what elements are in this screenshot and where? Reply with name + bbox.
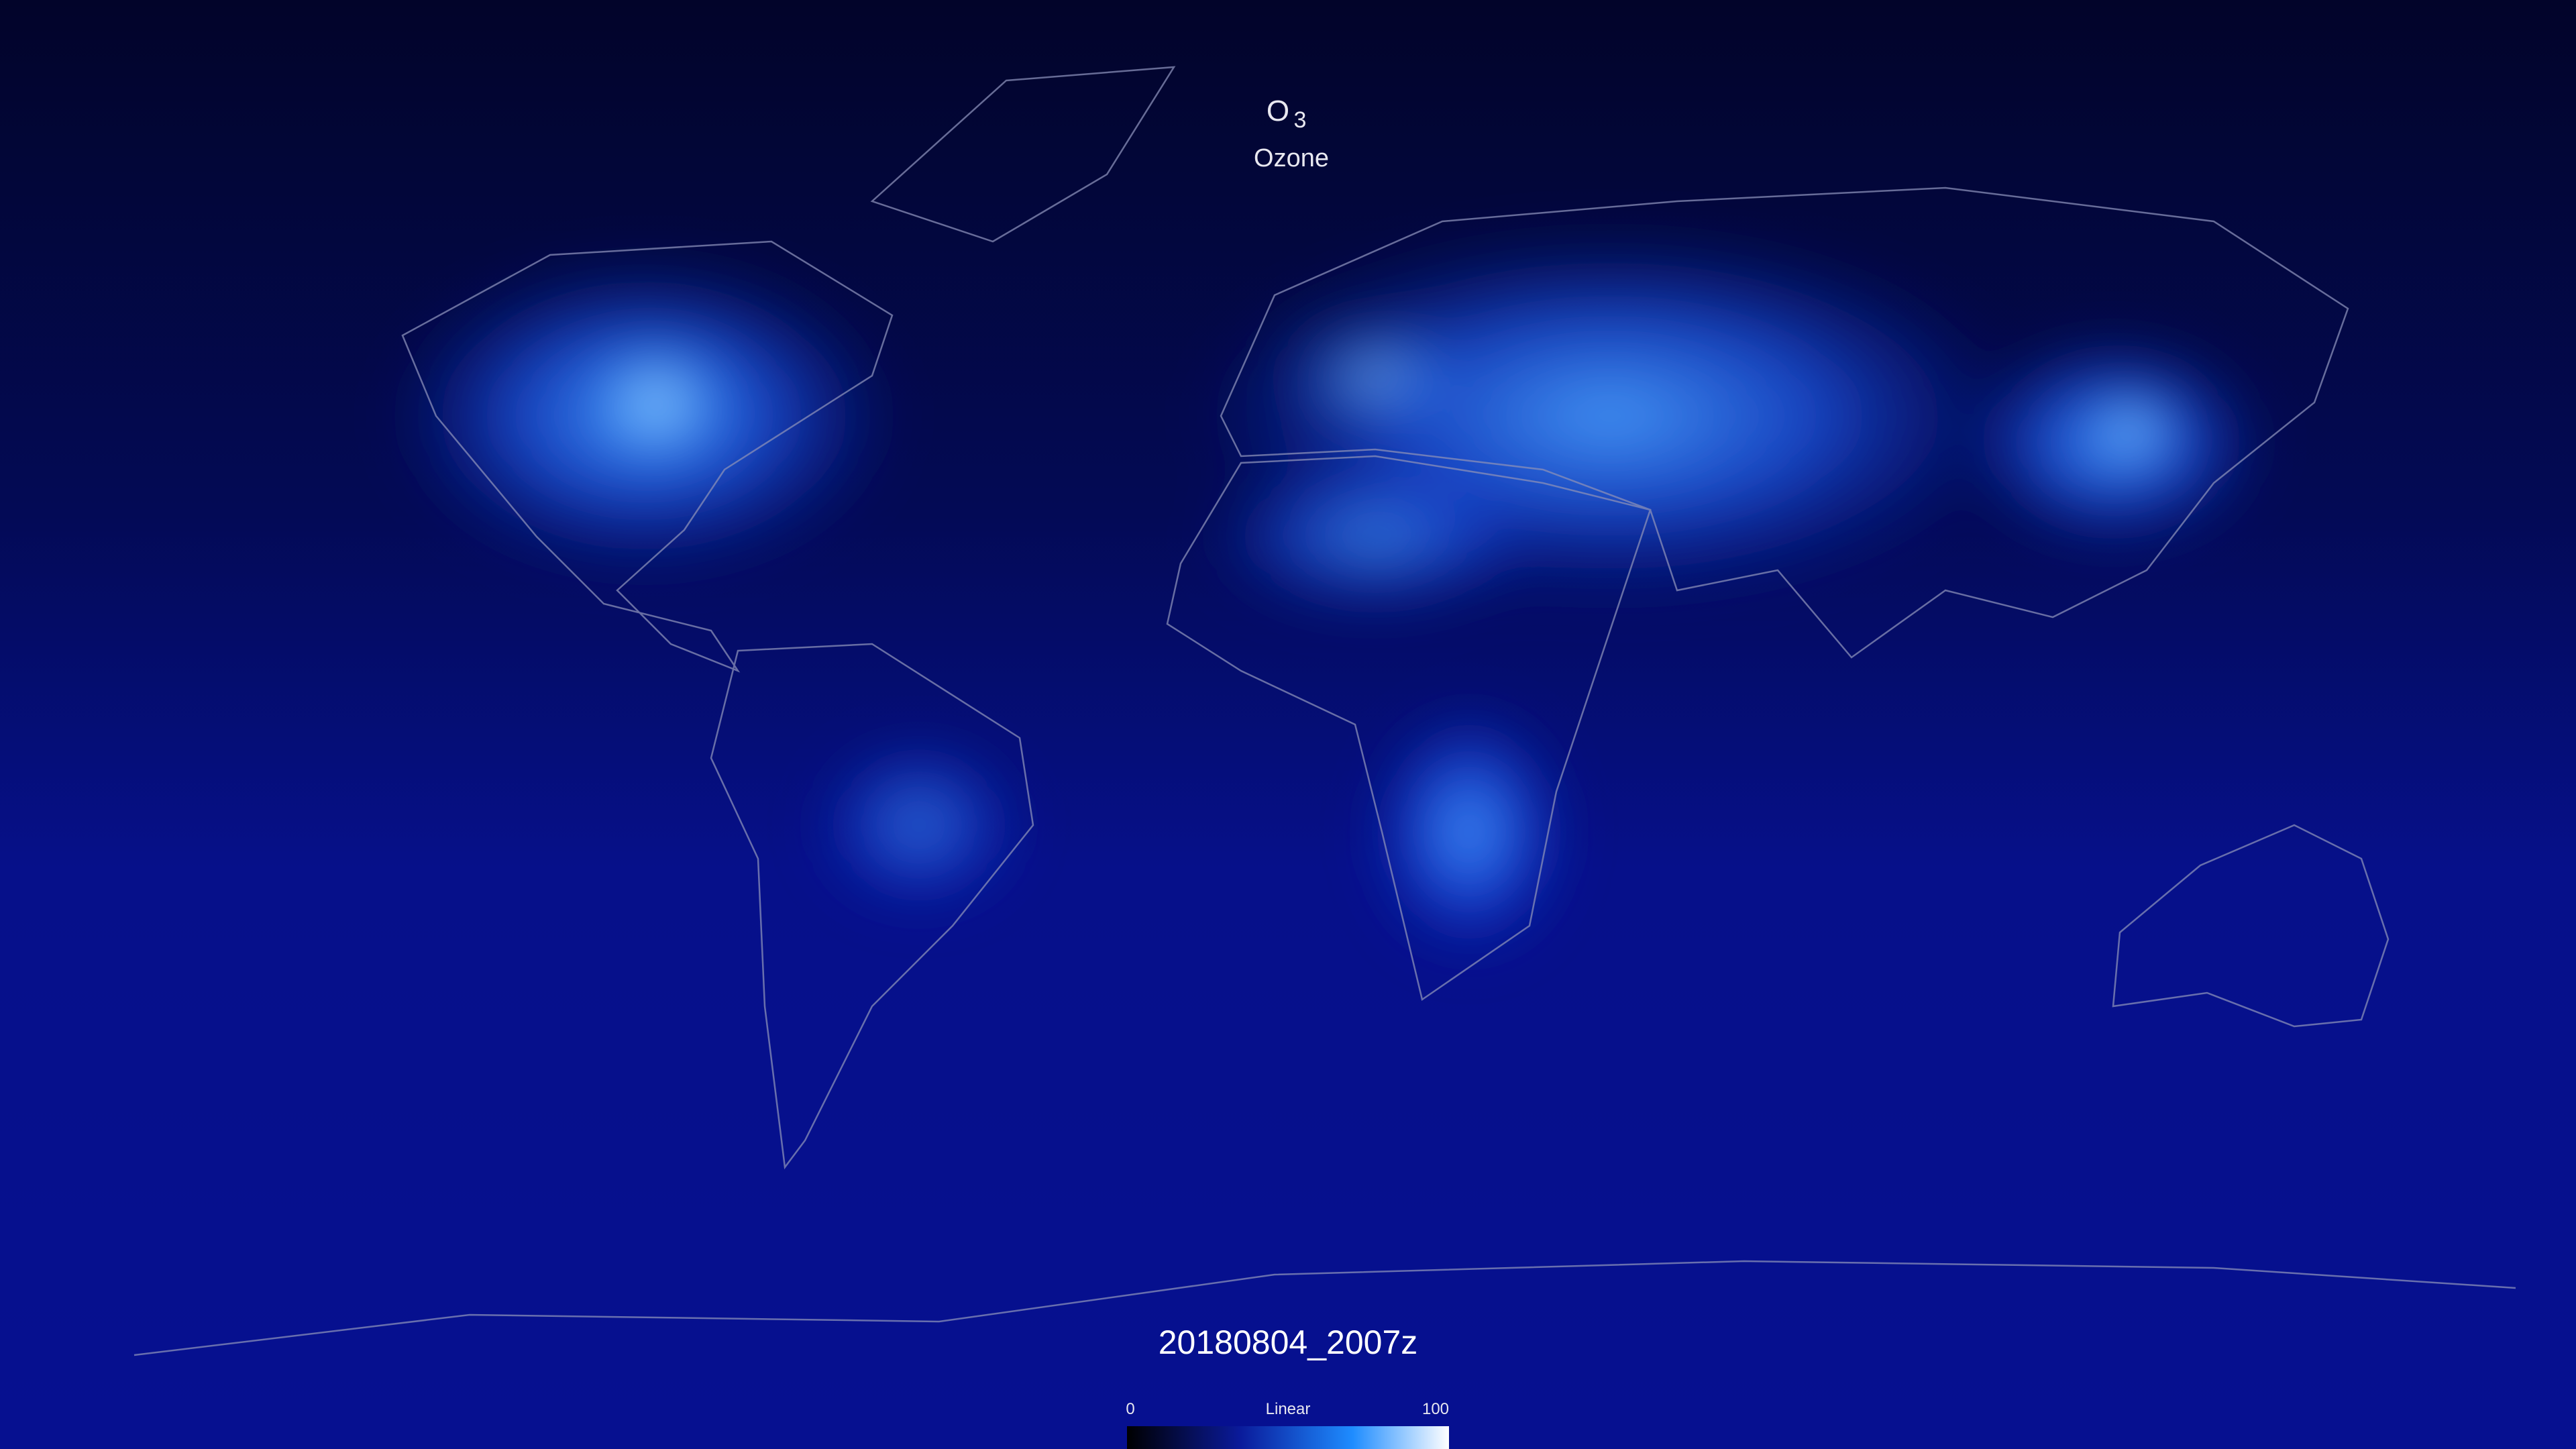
colorbar-min: 0: [1126, 1400, 1134, 1418]
colorbar-scale: Linear: [1266, 1400, 1311, 1418]
colorbar: [1127, 1426, 1449, 1449]
timestamp: 20180804_2007z: [1159, 1324, 1418, 1361]
title-name: Ozone: [1254, 144, 1329, 172]
ozone-field: [389, 228, 2267, 959]
coastlines: [133, 66, 2516, 1356]
colorbar-max: 100: [1422, 1400, 1449, 1418]
title-subscript: 3: [1294, 107, 1307, 133]
title-formula: O: [1267, 95, 1289, 127]
